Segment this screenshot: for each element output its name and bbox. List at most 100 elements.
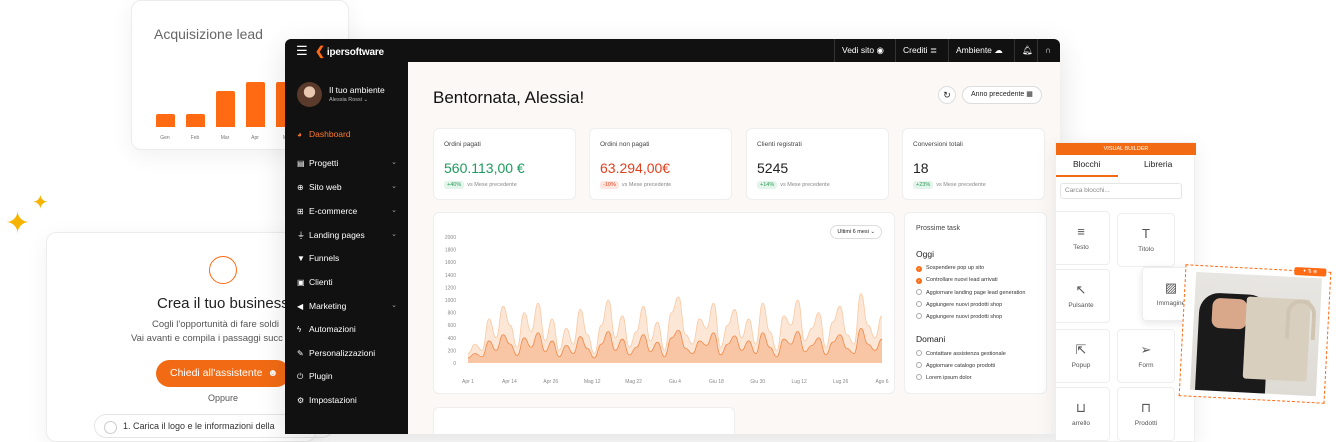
avatar[interactable] (297, 82, 322, 107)
bag-icon: ⊓ (1140, 400, 1152, 415)
sparkle-icon: ✦ (32, 192, 49, 214)
task-item[interactable]: Aggiornare catalogo prodotti (916, 362, 995, 369)
circle-icon (916, 313, 922, 319)
sidebar: Il tuo ambiente Alessia Rossi ⌄ ◕ Dashboa… (285, 62, 408, 434)
credits-button[interactable]: Crediti ≣ (895, 39, 944, 62)
kpi-delta: +14% vs Mese precedente (757, 181, 830, 189)
series-line (467, 293, 883, 354)
support-button[interactable]: ∩ (1037, 39, 1058, 62)
y-tick-label: 1400 (445, 273, 456, 279)
sidebar-item-ecommerce[interactable]: ⊞ E-commerce ⌄ (297, 206, 397, 216)
kpi-card[interactable]: Ordini non pagati 63.294,00€ -10% vs Mese… (589, 128, 732, 200)
block-form[interactable]: ➢ Form (1117, 329, 1175, 383)
chevron-down-icon: ⌄ (391, 302, 397, 309)
user-switcher[interactable]: Alessia Rossi ⌄ (329, 97, 369, 103)
block-title[interactable]: T Titolo (1117, 213, 1175, 267)
notifications-button[interactable]: 🔔︎ (1014, 39, 1040, 62)
progress-ring-icon (209, 256, 237, 284)
block-popup[interactable]: ⇱ Popup (1052, 329, 1110, 383)
task-item[interactable]: Aggiornare landing page lead generation (916, 289, 1025, 296)
projects-icon: ▤ (297, 159, 305, 168)
or-label: Oppure (208, 393, 239, 403)
lead-month-label: M (273, 135, 297, 141)
lead-card-title: Acquisizione lead (154, 26, 263, 42)
sales-area-chart: 0 200 400 600 800 1000 1200 1400 1600 1800 2000 Apr… (433, 212, 895, 394)
y-tick-label: 800 (448, 311, 457, 317)
task-item[interactable]: Aggiungere nuovi prodotti shop (916, 313, 1002, 320)
ask-assistant-button[interactable]: Chiedi all'assistente ☻ (156, 360, 290, 387)
x-tick-label: Lug 26 (833, 379, 849, 385)
selected-image-element[interactable]: ✦⇅⊕ (1178, 264, 1332, 404)
view-site-button[interactable]: Vedi sito ◉ (834, 39, 891, 62)
circle-icon (916, 289, 922, 295)
refresh-button[interactable]: ↻ (938, 86, 956, 104)
x-tick-label: Apr 26 (543, 379, 558, 385)
hamburger-menu-icon[interactable]: ☰ (296, 43, 308, 58)
brush-icon: ✎ (297, 349, 304, 358)
tab-library[interactable]: Libreria (1144, 159, 1173, 169)
sidebar-item-clients[interactable]: ▣ Clienti (297, 277, 333, 287)
y-tick-label: 1800 (445, 248, 456, 254)
robot-icon: ☻ (267, 368, 278, 379)
y-tick-label: 1600 (445, 260, 456, 266)
block-cart[interactable]: ⊔ arrello (1052, 387, 1110, 441)
business-card-title: Crea il tuo business (157, 295, 289, 312)
sidebar-item-automations[interactable]: ϟ Automazioni (297, 324, 356, 334)
task-item[interactable]: Lorem ipsum dolor (916, 374, 972, 381)
block-button[interactable]: ↖ Pulsante (1052, 269, 1110, 323)
sidebar-item-funnels[interactable]: ▼ Funnels (297, 253, 340, 263)
chevron-down-icon: ⌄ (391, 231, 397, 238)
task-item[interactable]: ✓ Sospendere pop up sito (916, 265, 985, 272)
chevron-down-icon: ⌄ (363, 97, 369, 103)
check-icon: ✓ (916, 278, 922, 284)
kpi-value: 63.294,00€ (600, 160, 671, 176)
kpi-card[interactable]: Clienti registrati 5245 +14% vs Mese prec… (746, 128, 889, 200)
period-button[interactable]: Anno precedente ▦ (962, 86, 1042, 104)
lead-month-label: Gen (160, 135, 170, 141)
series-line (467, 327, 883, 359)
visual-builder-header: VISUAL BUILDER (1056, 143, 1196, 155)
x-tick-label: Ago 6 (875, 379, 888, 385)
block-products[interactable]: ⊓ Prodotti (1117, 387, 1175, 441)
calendar-icon: ▦ (1026, 91, 1033, 98)
sidebar-item-projects[interactable]: ▤ Progetti ⌄ (297, 158, 397, 168)
sparkle-icon: ✦ (5, 207, 31, 240)
task-item[interactable]: Contattare assistenza gestionale (916, 350, 1006, 357)
chart-period-dropdown[interactable]: Ultimi 6 mesi ⌄ (830, 225, 882, 239)
x-tick-label: Giu 30 (750, 379, 765, 385)
sidebar-item-settings[interactable]: ⚙ Impostazioni (297, 395, 357, 405)
cart-icon: ⊔ (1075, 400, 1087, 415)
task-item[interactable]: ✓ Controllare nuovi lead arrivati (916, 277, 998, 284)
sidebar-item-plugin[interactable]: ⏻ Plugin (297, 371, 333, 381)
kpi-card[interactable]: Conversioni totali 18 +23% vs Mese preced… (902, 128, 1045, 200)
ask-assistant-label: Chiedi all'assistente (170, 367, 263, 379)
environment-title: Il tuo ambiente (329, 85, 385, 95)
environment-button[interactable]: Ambiente ☁ (948, 39, 1010, 62)
task-item[interactable]: Aggiungere nuovi prodotti shop (916, 301, 1002, 308)
block-text[interactable]: ≡ Testo (1052, 211, 1110, 265)
sidebar-item-dashboard[interactable]: ◕ Dashboard (297, 129, 351, 139)
sidebar-item-website[interactable]: ⊕ Sito web ⌄ (297, 182, 397, 192)
y-tick-label: 1200 (445, 285, 456, 291)
tasks-title: Prossime task (916, 225, 960, 232)
y-tick-label: 1000 (445, 298, 456, 304)
dashboard-main: Bentornata, Alessia! ↻ Anno precedente ▦… (408, 62, 1060, 434)
element-toolbar[interactable]: ✦⇅⊕ (1294, 266, 1327, 277)
sidebar-item-landing-pages[interactable]: ⏚ Landing pages ⌄ (297, 230, 397, 240)
x-tick-label: Giu 18 (709, 379, 724, 385)
product-photo (1189, 271, 1323, 397)
kpi-card[interactable]: Ordini pagati 560.113,00 € +40% vs Mese p… (433, 128, 576, 200)
kpi-value: 5245 (757, 160, 789, 176)
chevron-down-icon: ⌄ (391, 207, 397, 214)
block-search-input[interactable]: Carca blocchi... (1060, 183, 1182, 199)
plug-icon: ⏻ (297, 372, 304, 381)
clients-icon: ▣ (297, 278, 305, 287)
sidebar-item-marketing[interactable]: ◀ Marketing ⌄ (297, 301, 397, 311)
tab-blocks[interactable]: Blocchi (1073, 159, 1101, 169)
active-tab-indicator (1056, 175, 1118, 177)
sidebar-item-customizations[interactable]: ✎ Personalizzazioni (297, 348, 376, 358)
chevron-down-icon: ⌄ (391, 159, 397, 166)
brand-logo[interactable]: ❮ ipersoftware (315, 44, 384, 58)
kpi-label: Ordini pagati (444, 141, 481, 148)
lead-bar (156, 114, 175, 127)
